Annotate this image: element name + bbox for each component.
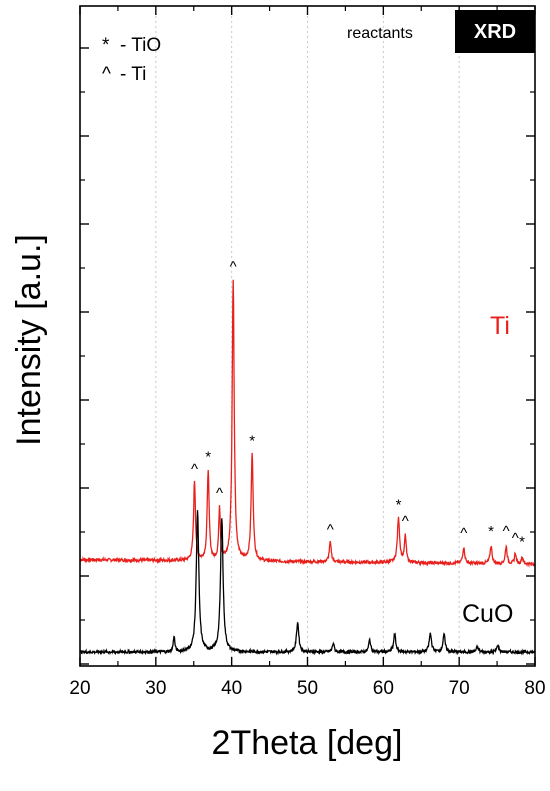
peak-mark-4: * [249,432,255,449]
series-label-cuo: CuO [462,600,513,628]
peak-mark-2: ^ [216,485,223,502]
peak-mark-11: ^ [512,530,519,547]
x-tick-label-80: 80 [524,678,545,699]
series-line-ti [80,279,536,568]
xrd-badge [455,10,535,53]
peak-mark-7: ^ [402,513,409,530]
peak-mark-3: ^ [230,258,237,275]
legend-label-tio: - TiO [120,35,161,56]
xrd-badge-text: XRD [474,21,516,43]
series-line-cuo [80,510,536,656]
y-axis-title: Intensity [a.u.] [10,234,48,446]
x-tick-label-20: 20 [69,678,90,699]
series-layer [80,279,536,656]
x-axis-title: 2Theta [deg] [212,724,403,762]
peak-mark-5: ^ [327,522,334,539]
x-tick-label-70: 70 [449,678,470,699]
legend-symbol-ti: ^ [102,64,111,85]
legend-symbol-tio: * [102,35,110,56]
legend: * - TiO ^ - Ti [102,35,161,85]
peak-annotations: ^*^^*^*^^ * ^ ^ * [191,258,525,550]
x-tick-label-50: 50 [297,678,318,699]
peak-mark-1: * [205,449,211,466]
reactants-label: reactants [347,25,413,42]
grid-lines [155,6,460,666]
series-label-ti: Ti [490,312,510,340]
peak-mark-8: ^ [460,525,467,542]
peak-mark-9: * [488,523,494,540]
peak-mark-6: * [396,496,402,513]
x-tick-label-60: 60 [373,678,394,699]
x-tick-label-40: 40 [221,678,242,699]
x-tick-label-30: 30 [145,678,166,699]
peak-mark-12: * [519,534,525,551]
peak-mark-0: ^ [191,461,198,478]
peak-mark-10: ^ [503,523,510,540]
axis-ticks: 20 30 40 50 60 70 80 [69,6,546,699]
legend-label-ti: - Ti [120,64,146,85]
